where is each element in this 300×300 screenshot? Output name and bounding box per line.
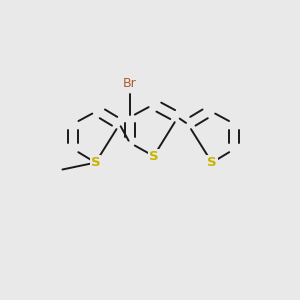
Text: Br: Br bbox=[123, 77, 136, 90]
Text: S: S bbox=[207, 156, 217, 169]
Text: S: S bbox=[149, 150, 159, 163]
Text: S: S bbox=[91, 156, 100, 169]
